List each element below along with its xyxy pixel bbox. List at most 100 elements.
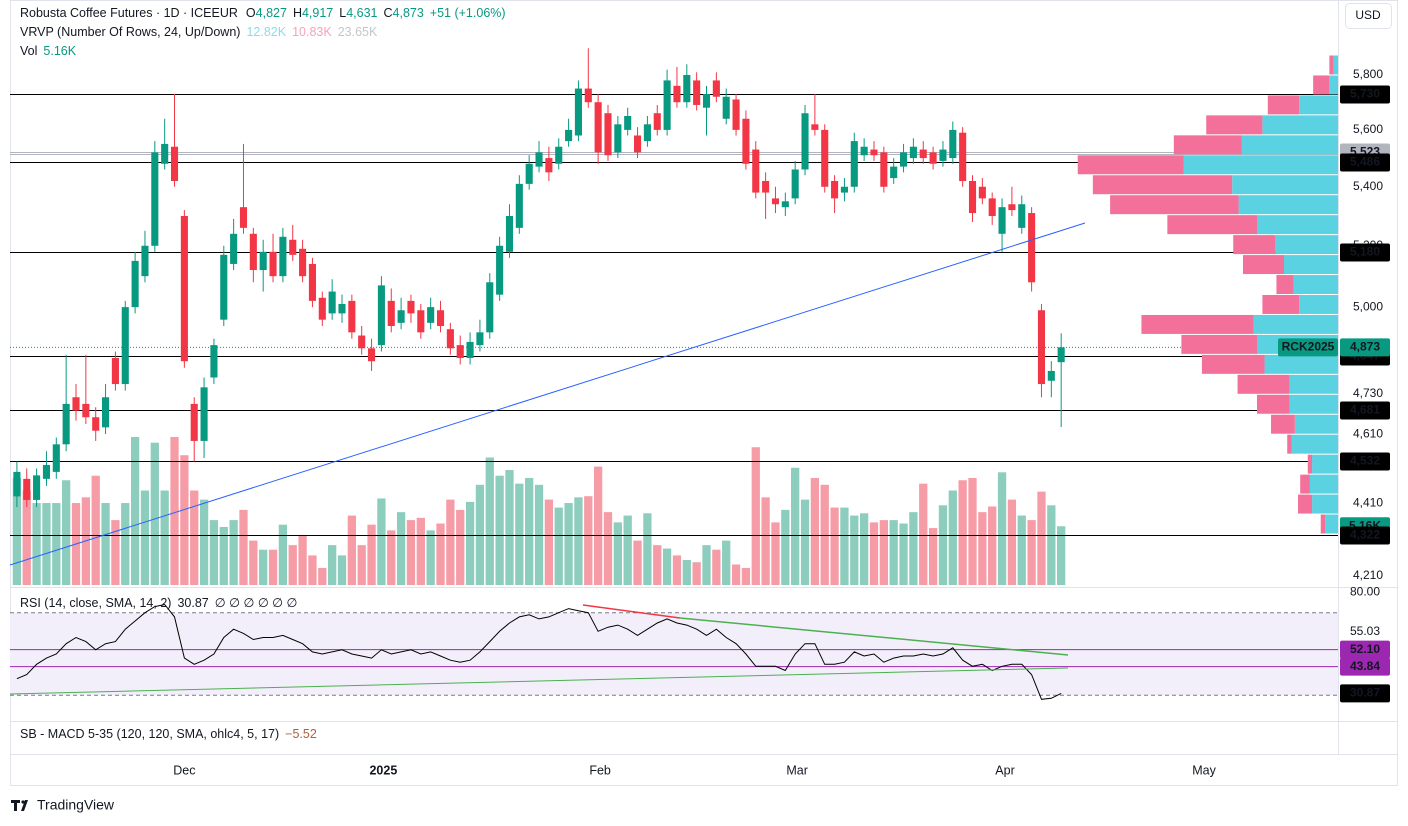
candle-body xyxy=(170,146,179,181)
candle-body xyxy=(821,129,829,187)
volume-bar xyxy=(140,490,150,585)
legend-title: SB - MACD 5-35 (120, 120, SMA, ohlc4, 5,… xyxy=(20,727,279,741)
volume-bar xyxy=(219,526,228,585)
currency[interactable]: USD xyxy=(1355,8,1381,22)
candle-body xyxy=(880,152,888,187)
volume-bar xyxy=(199,499,209,585)
candle-body xyxy=(584,88,592,103)
candle-body xyxy=(13,471,21,497)
volume-bar xyxy=(525,477,534,585)
candle-body xyxy=(1028,213,1036,283)
rsi-line xyxy=(16,603,1062,700)
candle-body xyxy=(92,417,100,431)
y-tick-label: 4,410 xyxy=(1353,496,1383,510)
candle-body xyxy=(377,285,385,346)
rsi-last-label: 30.87 xyxy=(1350,686,1380,700)
volume-bar xyxy=(859,513,869,585)
profile-up xyxy=(1257,215,1338,235)
candle-body xyxy=(673,85,681,103)
volume-bar xyxy=(692,562,701,585)
volume-bar xyxy=(810,477,820,585)
profile-down xyxy=(1257,394,1290,414)
volume-bar xyxy=(32,503,41,585)
profile-down xyxy=(1300,474,1310,494)
candle-body xyxy=(486,282,494,333)
candle-body xyxy=(220,254,228,320)
legend-value: 4,917 xyxy=(302,6,333,20)
level-label-bg xyxy=(1340,401,1390,420)
volume-bar xyxy=(426,530,435,585)
profile-down xyxy=(1329,55,1334,75)
candle-body xyxy=(702,94,711,108)
candle-body xyxy=(505,215,514,252)
level-label-bg xyxy=(1340,526,1390,545)
candle-body xyxy=(476,332,484,346)
price-layer xyxy=(10,48,1338,536)
candle-body xyxy=(427,307,435,323)
profile-down xyxy=(1320,514,1326,534)
brand-mark xyxy=(11,800,28,811)
legend-change: +51 (+1.06%) xyxy=(430,6,506,20)
candle-body xyxy=(594,102,602,153)
volume-bar xyxy=(387,530,396,585)
brand-mark xyxy=(21,800,25,804)
candle-body xyxy=(496,245,504,295)
profile-down xyxy=(1287,434,1292,454)
profile-up xyxy=(1309,474,1338,494)
candle-body xyxy=(919,149,927,159)
legend-value: −5.52 xyxy=(285,727,317,741)
profile-down xyxy=(1173,135,1242,155)
candle-body xyxy=(624,115,632,130)
profile-down xyxy=(1167,215,1257,235)
candle-body xyxy=(555,146,563,164)
profile-up xyxy=(1299,95,1338,115)
candle-body xyxy=(771,198,780,205)
volume-bar xyxy=(298,534,307,585)
volume-bar xyxy=(367,524,376,585)
volume-bar xyxy=(278,524,288,585)
volume-bar xyxy=(997,472,1007,585)
brand: TradingView xyxy=(37,797,115,813)
volume-bar xyxy=(328,545,337,585)
volume-bar xyxy=(751,447,760,585)
volume-bar xyxy=(1027,520,1036,585)
level-label-bg xyxy=(1340,85,1390,104)
candle-body xyxy=(308,263,316,301)
volume-bar xyxy=(515,483,524,585)
candle-body xyxy=(190,403,198,441)
level-label-bg xyxy=(1340,452,1390,471)
volume-bar xyxy=(564,503,573,585)
price-tag: RCK2025 xyxy=(1282,340,1335,354)
candle-body xyxy=(23,478,31,500)
profile-up xyxy=(1312,454,1338,474)
candle-body xyxy=(545,158,553,173)
volume-bar xyxy=(396,512,406,585)
rsi-band-fill xyxy=(10,612,1338,696)
candle-body xyxy=(348,300,356,333)
volume-bar xyxy=(495,475,504,585)
candle-body xyxy=(752,149,760,193)
y-tick-label: 5,000 xyxy=(1353,299,1383,313)
candle-body xyxy=(397,310,405,323)
level-label: 5,486 xyxy=(1350,155,1380,169)
legend-title: VRVP (Number Of Rows, 24, Up/Down) xyxy=(20,25,240,39)
currency-button[interactable] xyxy=(1345,3,1392,29)
candle-body xyxy=(328,291,336,314)
candle-body xyxy=(358,335,366,349)
x-tick-label: 2025 xyxy=(369,763,397,777)
volume-bar xyxy=(712,549,721,585)
rsi-trend-line xyxy=(582,604,681,619)
level-label: 4,322 xyxy=(1350,528,1380,542)
candle-body xyxy=(387,300,395,326)
candle-body xyxy=(318,297,326,320)
volume-bar xyxy=(377,498,386,585)
profile-up xyxy=(1289,394,1338,414)
profile-down xyxy=(1237,374,1290,394)
legend-value: 4,631 xyxy=(346,6,377,20)
profile-down xyxy=(1271,414,1295,434)
profile-up xyxy=(1238,195,1338,215)
volume-bar xyxy=(456,509,465,585)
profile-up xyxy=(1291,434,1338,454)
volume-bar xyxy=(1047,505,1056,585)
candle-body xyxy=(683,75,691,103)
